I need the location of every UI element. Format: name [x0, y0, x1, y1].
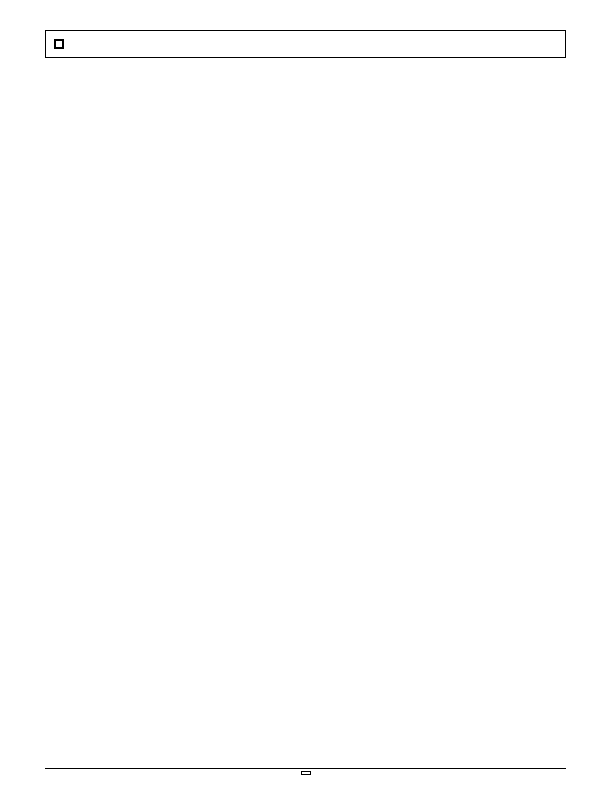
- charts-container: [45, 78, 566, 507]
- chart-voc-temp: [336, 233, 566, 355]
- chart-iv: [85, 78, 325, 208]
- chart5-svg: [336, 377, 566, 507]
- chart-eqe: [336, 375, 566, 507]
- datasheet-page: [0, 0, 611, 791]
- page-footer: [45, 766, 566, 771]
- chart2-svg: [45, 235, 275, 355]
- chart-voc-irradiance: [45, 375, 275, 507]
- chart3-svg: [336, 235, 566, 355]
- company-logo: [46, 39, 76, 49]
- chart-jsc-temp: [45, 233, 275, 355]
- chart1-svg: [85, 78, 325, 208]
- page-number: [301, 771, 311, 775]
- chart4-svg: [45, 377, 275, 507]
- logo-square-icon: [54, 39, 64, 49]
- header-bar: [45, 30, 566, 58]
